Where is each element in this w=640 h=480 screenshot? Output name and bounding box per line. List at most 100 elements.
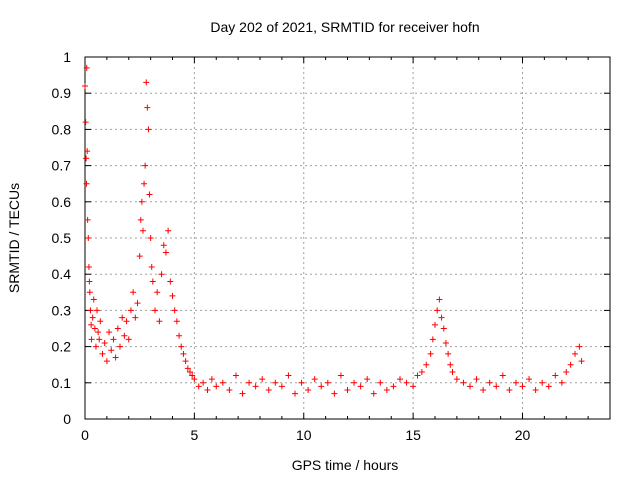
data-point xyxy=(138,198,145,205)
data-point xyxy=(82,119,89,126)
data-point xyxy=(429,336,436,343)
data-point xyxy=(480,387,487,394)
data-point xyxy=(88,336,95,343)
data-point xyxy=(204,387,211,394)
data-point xyxy=(370,390,377,397)
data-point xyxy=(351,379,358,386)
data-point xyxy=(432,321,438,328)
data-point xyxy=(298,379,305,386)
data-point xyxy=(200,379,207,386)
data-point xyxy=(519,383,526,390)
data-point xyxy=(397,376,403,383)
data-point xyxy=(403,379,410,386)
data-point xyxy=(180,350,187,357)
data-point xyxy=(121,332,128,339)
data-point xyxy=(265,387,272,394)
data-point xyxy=(213,383,220,390)
data-point xyxy=(191,376,198,383)
data-point xyxy=(383,387,390,394)
data-point xyxy=(87,307,94,314)
data-point xyxy=(132,314,139,321)
data-point xyxy=(563,368,570,375)
data-point xyxy=(532,387,539,394)
data-point xyxy=(567,361,574,368)
data-point xyxy=(460,379,467,386)
y-tick-label: 0.9 xyxy=(52,85,72,101)
data-point xyxy=(134,300,141,307)
grid xyxy=(85,57,610,419)
data-point xyxy=(272,379,279,386)
data-point xyxy=(117,343,123,350)
data-point xyxy=(85,235,92,241)
data-point xyxy=(427,350,434,357)
data-point xyxy=(106,329,113,336)
data-point xyxy=(453,376,460,383)
data-point xyxy=(344,387,351,394)
data-point xyxy=(189,372,196,379)
data-point xyxy=(88,321,95,328)
data-point xyxy=(292,390,298,397)
data-point xyxy=(139,227,146,234)
data-point xyxy=(141,180,148,187)
y-tick-label: 0.5 xyxy=(52,230,72,246)
data-point xyxy=(576,343,583,350)
data-point xyxy=(436,296,443,303)
y-tick-label: 0.7 xyxy=(52,158,72,174)
data-point xyxy=(83,155,90,162)
data-point xyxy=(158,271,165,278)
y-tick-label: 0.1 xyxy=(52,375,72,391)
data-point xyxy=(539,379,546,386)
data-point xyxy=(311,376,318,383)
data-point xyxy=(176,332,183,339)
data-point xyxy=(97,318,104,325)
data-point xyxy=(86,278,93,285)
data-point xyxy=(112,354,119,361)
data-point xyxy=(442,339,449,346)
data-point xyxy=(95,329,102,336)
data-point xyxy=(92,343,99,350)
x-tick-label: 10 xyxy=(296,427,312,443)
data-point xyxy=(337,372,344,379)
data-point xyxy=(418,368,425,375)
data-point xyxy=(137,216,144,223)
chart-title: Day 202 of 2021, SRMTID for receiver hof… xyxy=(210,19,479,35)
data-point xyxy=(447,361,454,368)
y-tick-label: 0.3 xyxy=(52,302,72,318)
data-point xyxy=(167,278,174,285)
data-point xyxy=(160,242,167,249)
data-point xyxy=(239,390,246,397)
data-point xyxy=(165,227,172,234)
y-tick-label: 0.6 xyxy=(52,194,72,210)
data-point xyxy=(208,376,215,383)
x-axis-label: GPS time / hours xyxy=(292,457,399,473)
y-tick-label: 1 xyxy=(63,49,71,65)
data-point xyxy=(226,387,233,394)
data-point xyxy=(499,372,506,379)
data-point xyxy=(552,372,559,379)
y-tick-label: 0.8 xyxy=(52,121,72,137)
data-point xyxy=(162,249,169,256)
y-tick-label: 0 xyxy=(63,411,71,427)
data-point xyxy=(449,368,456,375)
data-point xyxy=(84,216,91,223)
data-point xyxy=(572,350,578,357)
data-point xyxy=(506,387,513,394)
data-point xyxy=(99,350,106,357)
data-point xyxy=(445,350,452,357)
data-point xyxy=(103,358,110,365)
data-point xyxy=(438,314,445,321)
data-point xyxy=(545,383,552,390)
data-point xyxy=(130,289,137,296)
data-point xyxy=(127,307,134,314)
data-point xyxy=(83,180,90,187)
data-point xyxy=(178,343,185,350)
data-points xyxy=(82,64,585,397)
data-point xyxy=(84,148,91,155)
x-tick-label: 5 xyxy=(190,427,198,443)
data-point xyxy=(147,235,154,241)
data-point xyxy=(114,325,121,332)
data-point xyxy=(82,82,88,89)
data-point xyxy=(156,318,163,325)
data-point xyxy=(285,372,292,379)
data-point xyxy=(324,379,331,386)
